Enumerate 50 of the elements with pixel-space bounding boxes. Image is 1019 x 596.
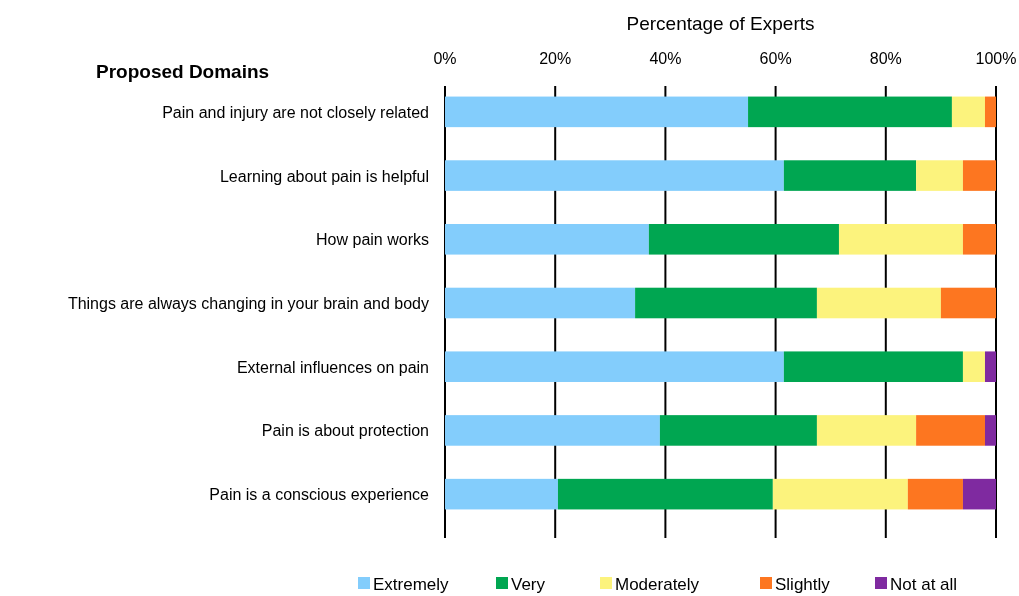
y-axis-title: Proposed Domains [96,61,270,82]
y-tick-label: How pain works [316,231,429,249]
x-tick-label: 80% [869,50,902,67]
bar [772,478,908,510]
x-tick-label: 100% [975,50,1017,67]
x-tick-label: 60% [759,50,792,67]
legend-label: Slightly [775,575,831,594]
bar [962,223,996,255]
bar [783,351,963,383]
bar [783,160,917,191]
bar [635,287,817,319]
bar [962,160,996,191]
bar [984,96,996,128]
bar [962,351,985,383]
x-axis-title: Percentage of Experts [626,13,815,34]
y-tick-label: External influences on pain [236,358,429,376]
x-tick-label: 0% [433,50,457,67]
bar [907,478,963,510]
bar [445,415,660,446]
bar [816,287,941,319]
legend-label: Extremely [373,575,450,594]
bar [816,415,917,446]
x-tick-label: 20% [539,50,572,67]
bar [659,415,817,446]
y-tick-label: Things are always changing in your brain and body [67,295,429,312]
bar [445,478,558,510]
bar [445,287,636,319]
bar [916,415,985,446]
bar [940,287,996,319]
bar [445,96,749,128]
bar [916,160,963,191]
y-tick-label: Learning about pain is helpful [219,167,429,185]
x-tick-label: 40% [649,50,682,67]
y-tick-label: Pain and injury are not closely related [162,103,429,121]
bar [445,160,784,191]
bar [557,478,773,510]
bar [984,415,996,446]
bar [648,223,839,255]
bar [984,351,996,383]
bar [838,223,963,255]
bar [748,96,952,128]
bar [445,223,649,255]
y-tick-label: Pain is about protection [261,422,429,440]
legend-label: Very [511,575,546,594]
bar [962,478,996,510]
y-tick-label: Pain is a conscious experience [209,486,430,504]
bar [445,351,784,383]
bar [951,96,985,128]
legend-label: Moderately [615,575,700,594]
legend-label: Not at all [890,575,958,594]
